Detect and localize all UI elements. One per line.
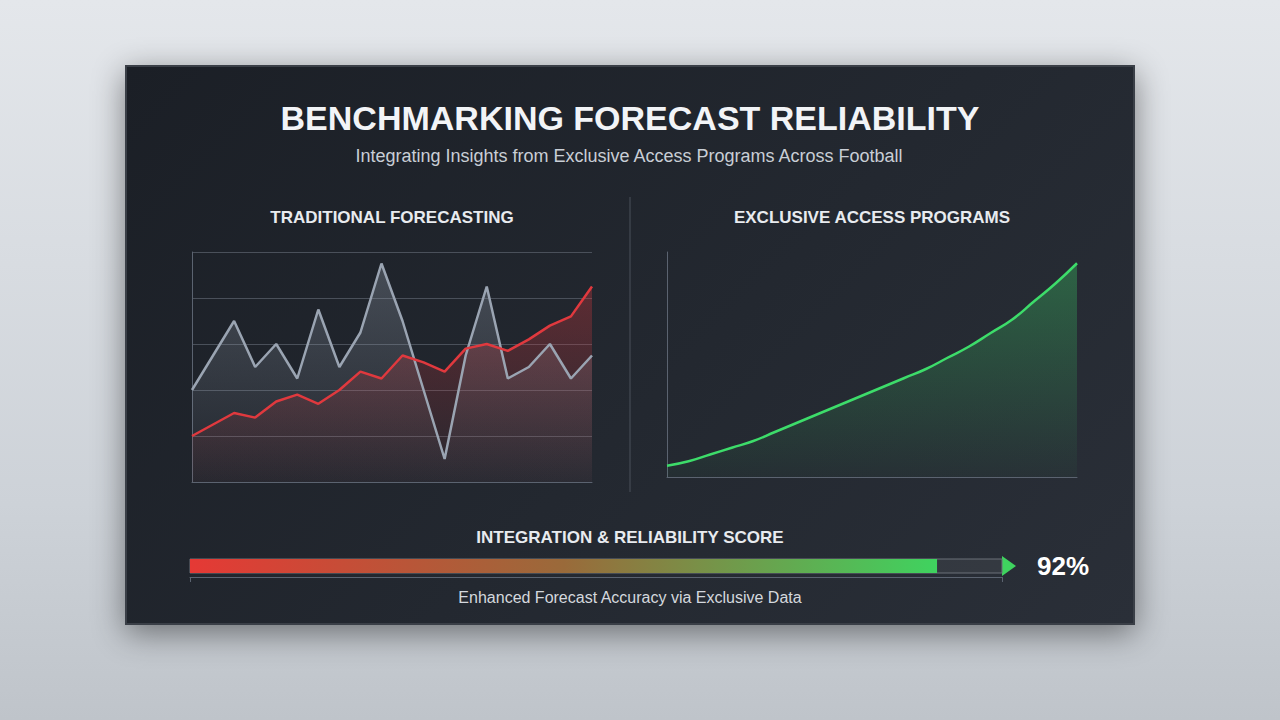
svg-text:Enhanced Forecast Accuracy via: Enhanced Forecast Accuracy via Exclusive… xyxy=(458,589,801,606)
svg-text:TRADITIONAL FORECASTING: TRADITIONAL FORECASTING xyxy=(270,208,513,227)
svg-text:Integrating Insights from Excl: Integrating Insights from Exclusive Acce… xyxy=(355,146,902,166)
svg-text:92%: 92% xyxy=(1037,551,1089,581)
svg-text:BENCHMARKING FORECAST RELIABIL: BENCHMARKING FORECAST RELIABILITY xyxy=(281,99,980,137)
svg-text:EXCLUSIVE ACCESS PROGRAMS: EXCLUSIVE ACCESS PROGRAMS xyxy=(734,208,1010,227)
svg-text:INTEGRATION & RELIABILITY SCOR: INTEGRATION & RELIABILITY SCORE xyxy=(476,528,783,547)
